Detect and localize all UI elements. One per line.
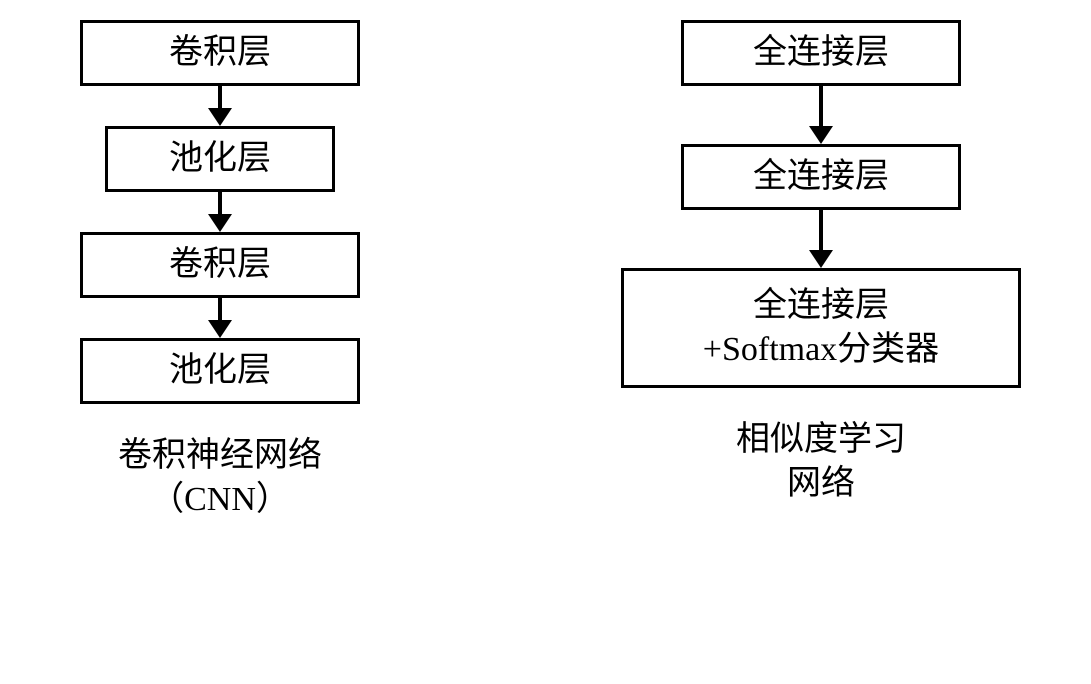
- arrow-icon: [208, 192, 232, 232]
- cnn-box-3: 卷积层: [80, 232, 360, 298]
- arrow-icon: [809, 210, 833, 268]
- sim-box-3-text: 全连接层 +Softmax分类器: [703, 284, 939, 372]
- sim-caption-line1: 相似度学习: [736, 421, 906, 458]
- sim-box-2: 全连接层: [681, 144, 961, 210]
- cnn-column: 卷积层 池化层 卷积层 池化层 卷积神经网络 （CNN）: [60, 20, 380, 684]
- sim-box-3: 全连接层 +Softmax分类器: [621, 268, 1021, 388]
- arrow-icon: [208, 86, 232, 126]
- sim-box-1: 全连接层: [681, 20, 961, 86]
- cnn-caption-line1: 卷积神经网络: [118, 437, 322, 474]
- cnn-caption: 卷积神经网络 （CNN）: [118, 434, 322, 522]
- sim-caption-line2: 网络: [787, 465, 855, 502]
- diagram-container: 卷积层 池化层 卷积层 池化层 卷积神经网络 （CNN） 全连接层 全连接层 全…: [0, 0, 1091, 684]
- arrow-icon: [208, 298, 232, 338]
- cnn-caption-line2: （CNN）: [150, 481, 290, 518]
- sim-caption: 相似度学习 网络: [736, 418, 906, 506]
- cnn-box-2: 池化层: [105, 126, 335, 192]
- similarity-column: 全连接层 全连接层 全连接层 +Softmax分类器 相似度学习 网络: [611, 20, 1031, 684]
- cnn-box-1: 卷积层: [80, 20, 360, 86]
- arrow-icon: [809, 86, 833, 144]
- cnn-box-4: 池化层: [80, 338, 360, 404]
